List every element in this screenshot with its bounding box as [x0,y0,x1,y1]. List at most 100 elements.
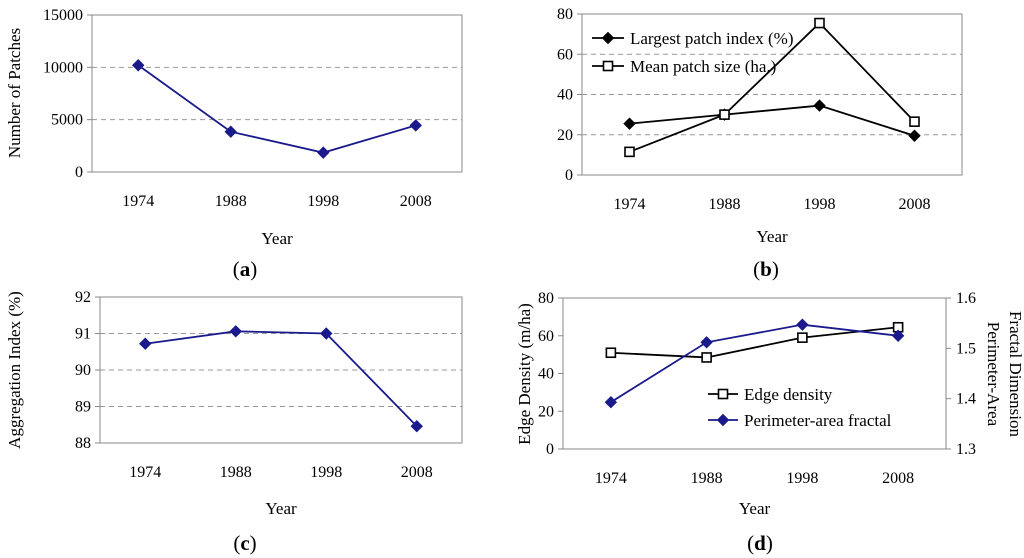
legend-label: Mean patch size (ha.) [630,57,776,76]
data-point [813,99,826,112]
y-tick-label: 0 [75,164,83,181]
panel-caption: (d) [747,531,773,555]
x-tick-label: 1988 [220,464,252,481]
panel-caption-letter: d [754,531,766,555]
panel-caption: (a) [233,257,258,281]
y-axis-label: Number of Patches [5,28,24,158]
x-tick-label: 1988 [215,193,247,210]
legend-label: Edge density [744,385,833,404]
x-tick-label: 1974 [129,464,161,481]
data-point [797,332,808,343]
y-tick-label: 89 [75,399,91,416]
panel-caption-close: ) [766,531,773,555]
data-point [701,352,712,363]
series-line [610,326,899,359]
data-point [605,347,617,359]
x-tick-label: 1988 [709,196,741,213]
data-point [604,395,618,409]
chart-panel-d: 0 20 40 60 80 1974 1988 1998 2008 1.3 1.4 1.5 1.6 Per… [515,290,1024,555]
y-tick-label: 92 [75,289,91,306]
x-tick-label: 1998 [804,196,836,213]
x-tick-label: 1974 [595,470,627,487]
series-line [629,21,916,153]
y-right-tick-label: 1.4 [956,391,976,408]
panel-caption-open: ( [233,531,240,555]
series-line [629,104,915,137]
data-point [132,59,145,72]
y-right-tick-label: 1.6 [956,290,976,307]
series-line [610,323,899,403]
legend-label: Perimeter-area fractal [744,411,892,430]
panel-caption-open: ( [233,257,240,281]
y-tick-label: 5000 [51,112,83,129]
data-point [624,146,635,158]
x-tick-label: 1974 [614,196,646,213]
y-tick-label: 80 [557,6,573,23]
x-tick-label: 1988 [691,470,723,487]
chart-panel-c: 88 89 90 91 92 1974 1988 1998 2008 Aggregation In… [5,289,463,555]
data-point [317,146,330,159]
y-tick-label: 91 [75,326,91,343]
y-tick-label: 80 [538,290,554,307]
series-line [137,64,417,154]
y-right-tick-label: 1.3 [956,441,976,458]
panel-caption-letter: c [240,531,249,555]
data-point [229,325,242,338]
data-point [410,420,423,433]
data-point [796,318,809,331]
data-point [623,117,636,130]
y-tick-label: 20 [538,403,554,420]
x-axis-label: Year [261,229,293,248]
y-tick-label: 0 [565,167,573,184]
x-tick-label: 2008 [882,470,914,487]
panel-caption: (b) [753,257,779,281]
x-tick-label: 1974 [122,193,154,210]
data-point [814,17,825,29]
y-axis-right-label-line1: Perimeter-Area [984,322,1003,427]
y-tick-label: 60 [557,46,573,63]
y-axis-label: Edge Density (m/ha) [515,303,534,445]
x-tick-label: 2008 [400,193,432,210]
plot-area-frame [91,14,463,173]
panel-caption: (c) [233,531,256,555]
y-tick-label: 60 [538,328,554,345]
legend-marker [601,31,615,45]
x-tick-label: 2008 [401,464,433,481]
data-point [891,329,905,342]
chart-panel-a: 0 5000 10000 15000 1974 1988 1998 2008 Number of… [5,7,463,281]
x-axis-label: Year [265,499,297,518]
series-line [145,330,418,427]
y-axis-right-label-line2: Fractal Dimension [1006,311,1024,438]
y-tick-label: 40 [557,87,573,104]
panel-caption-close: ) [250,257,257,281]
x-axis-label: Year [739,499,771,518]
data-point [320,327,333,340]
panel-caption-open: ( [753,257,760,281]
x-tick-label: 1998 [786,470,818,487]
y-tick-label: 10000 [43,59,83,76]
data-point [700,336,713,349]
x-tick-label: 2008 [899,196,931,213]
legend-marker [716,413,730,427]
panel-caption-close: ) [772,257,779,281]
data-point [719,109,730,120]
y-tick-label: 90 [75,362,91,379]
legend-marker [717,388,729,400]
panel-caption-letter: b [760,257,772,281]
y-tick-label: 0 [546,441,554,458]
panel-caption-open: ( [747,531,754,555]
data-point [224,125,237,138]
data-point [139,337,152,350]
x-axis-label: Year [756,227,788,246]
legend-marker [602,60,614,72]
panel-caption-close: ) [250,531,257,555]
y-tick-label: 15000 [43,7,83,24]
data-point [909,116,920,127]
y-right-tick-label: 1.5 [956,340,976,357]
y-tick-label: 88 [75,435,91,452]
panel-caption-letter: a [240,257,251,281]
x-tick-label: 1998 [310,464,342,481]
y-axis-label: Aggregation Index (%) [5,291,24,449]
y-tick-label: 40 [538,366,554,383]
